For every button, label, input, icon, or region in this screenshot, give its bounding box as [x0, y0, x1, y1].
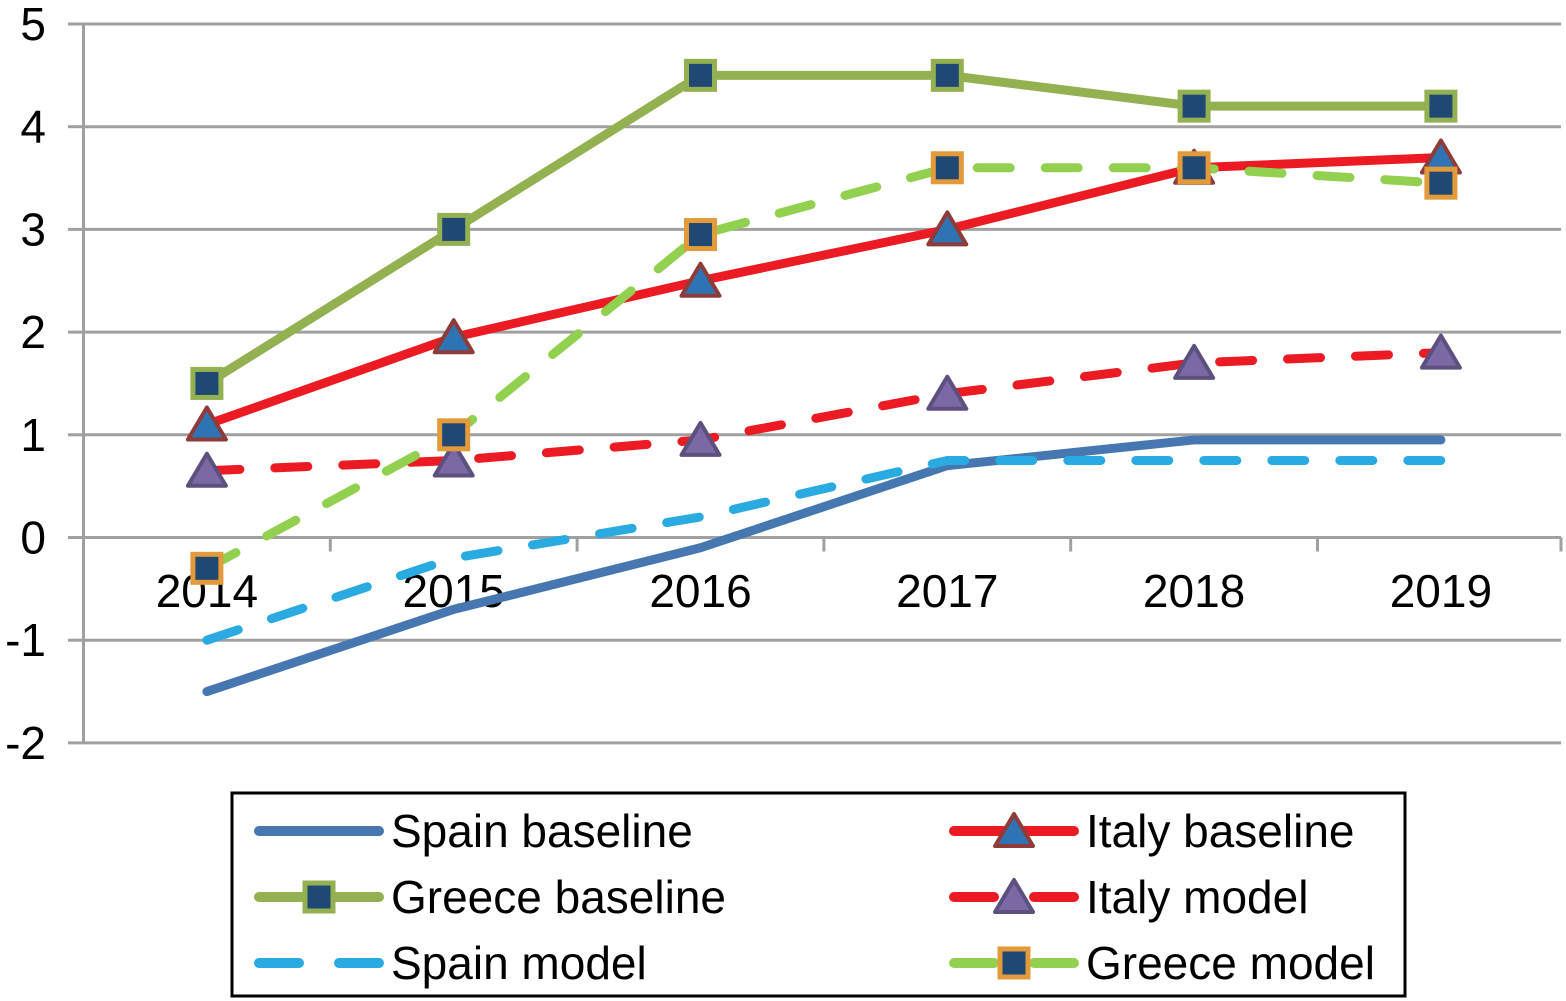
legend-label-greece-model: Greece model — [1086, 937, 1375, 989]
series-greece-baseline-marker-2018 — [1177, 89, 1211, 123]
legend-item-greece-baseline: Greece baseline — [254, 871, 726, 923]
y-tick-label-1: 1 — [20, 409, 46, 461]
series-italy-model-marker-2015 — [432, 441, 475, 478]
series-greece-baseline-marker-2019 — [1424, 89, 1458, 123]
series-greece-model-marker-2019 — [1424, 166, 1458, 200]
legend-label-italy-baseline: Italy baseline — [1086, 805, 1355, 857]
legend-item-italy-model: Italy model — [949, 871, 1308, 923]
series-greece-baseline-marker-2016 — [684, 58, 717, 92]
series-spain-baseline — [202, 435, 1446, 697]
series-greece-baseline-marker-2017 — [930, 58, 964, 92]
legend-label-spain-baseline: Spain baseline — [391, 805, 693, 857]
legend-box — [230, 791, 1407, 998]
series-italy-model-marker-2018 — [1173, 343, 1216, 380]
series-greece-model-marker-2015 — [437, 418, 471, 452]
axes — [68, 22, 1563, 745]
series-italy-model — [185, 333, 1462, 488]
legend-marker-italy-baseline — [993, 812, 1035, 848]
series-lines — [185, 58, 1462, 697]
y-tick-label-4: 4 — [20, 101, 46, 153]
x-tick-label-2019: 2019 — [1390, 565, 1492, 617]
series-italy-baseline-marker-2015 — [432, 318, 475, 355]
series-greece-baseline — [190, 58, 1458, 400]
y-tick-label-3: 3 — [20, 203, 46, 255]
series-greece-model — [190, 151, 1458, 585]
y-tick-label--2: -2 — [5, 717, 46, 769]
y-axis-tick-labels: 5 4 3 2 1 0 -1 -2 — [5, 0, 46, 769]
series-italy-baseline-marker-2017 — [926, 210, 969, 247]
legend-marker-italy-model — [993, 878, 1035, 914]
legend-item-spain-model: Spain model — [254, 937, 647, 989]
x-tick-label-2017: 2017 — [896, 565, 998, 617]
series-italy-model-marker-2019 — [1419, 333, 1462, 370]
series-italy-model-marker-2014 — [185, 451, 228, 488]
series-italy-baseline-marker-2016 — [679, 261, 722, 298]
series-greece-baseline-line — [202, 70, 1446, 388]
series-italy-baseline — [185, 138, 1462, 442]
series-greece-model-marker-2014 — [190, 551, 224, 585]
series-spain-model-line — [202, 455, 1446, 645]
series-italy-baseline-line — [202, 153, 1446, 430]
legend-item-spain-baseline: Spain baseline — [254, 805, 693, 857]
legend: Spain baseline Greece baseline Spain model… — [230, 791, 1407, 998]
legend-marker-greece-baseline — [302, 880, 336, 914]
series-italy-model-marker-2017 — [926, 374, 969, 411]
series-greece-model-marker-2016 — [684, 218, 717, 252]
series-greece-baseline-marker-2015 — [437, 212, 471, 246]
x-tick-label-2018: 2018 — [1143, 565, 1245, 617]
series-italy-model-marker-2016 — [679, 420, 722, 457]
legend-marker-greece-model — [997, 946, 1031, 980]
legend-label-italy-model: Italy model — [1086, 871, 1308, 923]
legend-item-italy-baseline: Italy baseline — [949, 805, 1355, 857]
gridlines — [83, 22, 1561, 745]
series-spain-model — [202, 455, 1446, 645]
series-greece-model-marker-2018 — [1177, 151, 1211, 185]
x-tick-label-2016: 2016 — [649, 565, 751, 617]
y-tick-label--1: -1 — [5, 614, 46, 666]
series-spain-baseline-line — [202, 435, 1446, 697]
legend-item-greece-model: Greece model — [949, 937, 1375, 989]
y-tick-label-0: 0 — [20, 512, 46, 564]
series-greece-model-marker-2017 — [930, 151, 964, 185]
y-tick-label-2: 2 — [20, 306, 46, 358]
series-italy-baseline-marker-2014 — [185, 405, 228, 442]
y-tick-label-5: 5 — [20, 0, 46, 50]
legend-label-spain-model: Spain model — [391, 937, 647, 989]
series-greece-baseline-marker-2014 — [190, 366, 224, 400]
legend-label-greece-baseline: Greece baseline — [391, 871, 726, 923]
series-italy-model-line — [202, 348, 1446, 476]
series-greece-model-line — [202, 163, 1446, 573]
